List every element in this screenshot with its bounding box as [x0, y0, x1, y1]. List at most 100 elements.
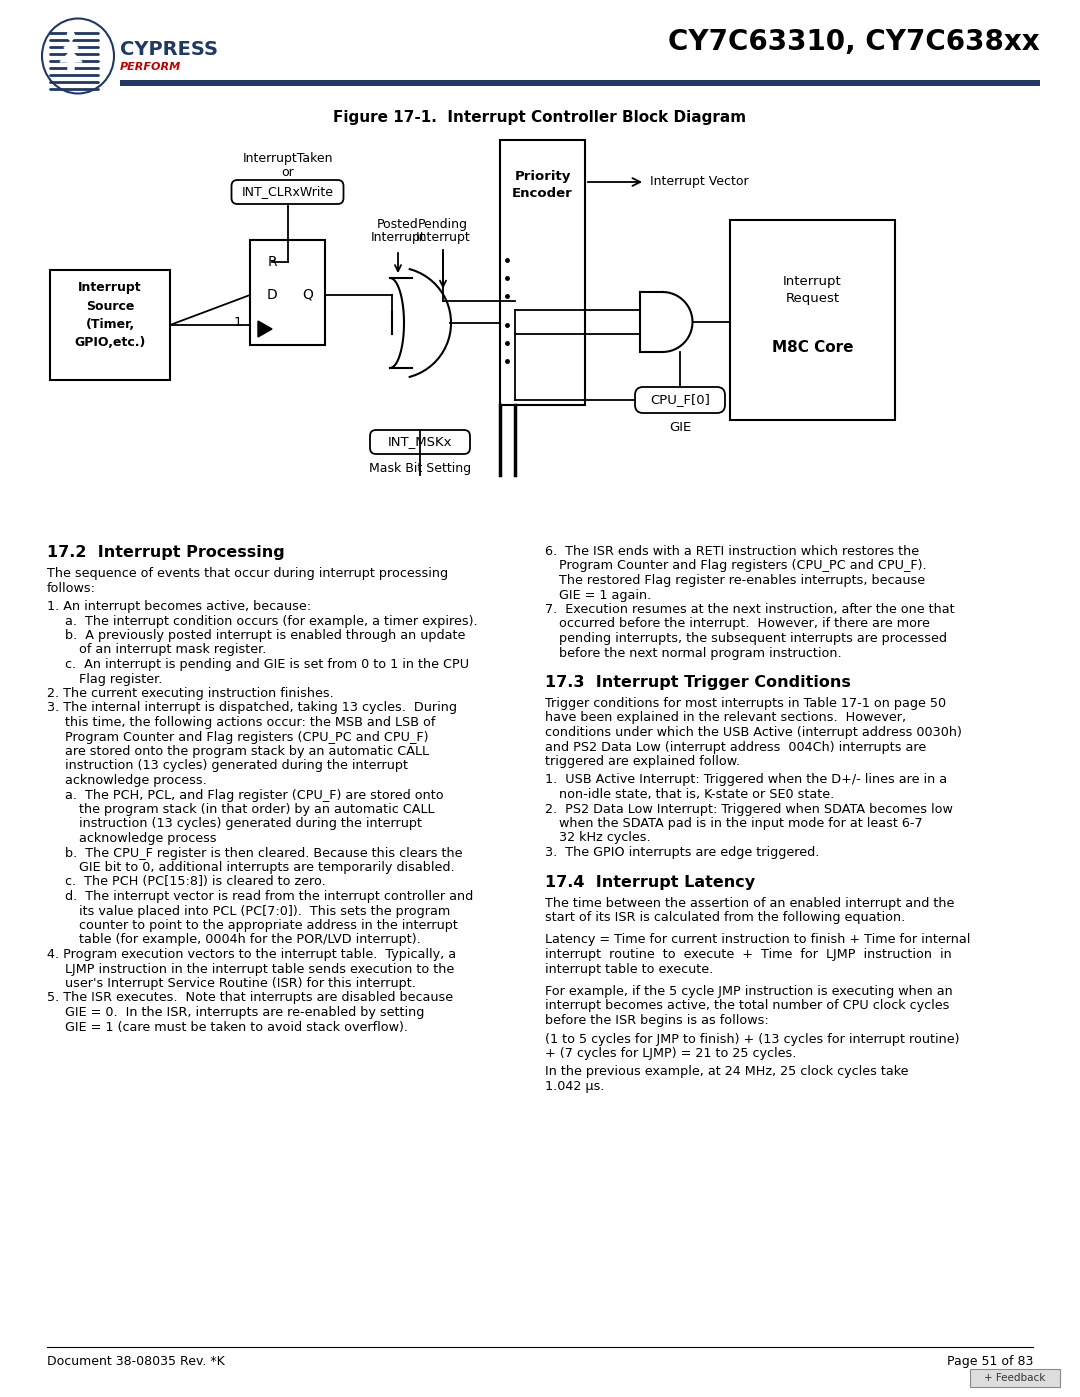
Bar [730, 219, 895, 420]
Text: M8C Core: M8C Core [772, 339, 853, 355]
Text: start of its ISR is calculated from the following equation.: start of its ISR is calculated from the … [545, 911, 905, 923]
Text: c.  The PCH (PC[15:8]) is cleared to zero.: c. The PCH (PC[15:8]) is cleared to zero… [65, 876, 326, 888]
Text: 1: 1 [233, 316, 242, 328]
Text: triggered are explained follow.: triggered are explained follow. [545, 754, 740, 768]
Text: For example, if the 5 cycle JMP instruction is executing when an: For example, if the 5 cycle JMP instruct… [545, 985, 953, 997]
Text: 32 kHz cycles.: 32 kHz cycles. [559, 831, 650, 845]
Text: Flag register.: Flag register. [79, 672, 162, 686]
Text: 17.3  Interrupt Trigger Conditions: 17.3 Interrupt Trigger Conditions [545, 675, 851, 690]
Text: GIE: GIE [669, 420, 691, 434]
Text: 6.  The ISR ends with a RETI instruction which restores the: 6. The ISR ends with a RETI instruction … [545, 545, 919, 557]
Text: 17.2  Interrupt Processing: 17.2 Interrupt Processing [48, 545, 285, 560]
Bar [50, 270, 170, 380]
Text: The sequence of events that occur during interrupt processing: The sequence of events that occur during… [48, 567, 448, 580]
FancyBboxPatch shape [370, 430, 470, 454]
Text: a.  The PCH, PCL, and Flag register (CPU_F) are stored onto: a. The PCH, PCL, and Flag register (CPU_… [65, 788, 444, 802]
Text: Interrupt: Interrupt [783, 275, 842, 288]
Text: Interrupt
Source
(Timer,
GPIO,etc.): Interrupt Source (Timer, GPIO,etc.) [75, 282, 146, 348]
Text: b.  The CPU_F register is then cleared. Because this clears the: b. The CPU_F register is then cleared. B… [65, 847, 462, 859]
Text: Q: Q [302, 288, 313, 302]
Text: 1. An interrupt becomes active, because:: 1. An interrupt becomes active, because: [48, 599, 311, 613]
Text: 5. The ISR executes.  Note that interrupts are disabled because: 5. The ISR executes. Note that interrupt… [48, 992, 454, 1004]
Text: 2.  PS2 Data Low Interrupt: Triggered when SDATA becomes low: 2. PS2 Data Low Interrupt: Triggered whe… [545, 802, 953, 816]
Text: c.  An interrupt is pending and GIE is set from 0 to 1 in the CPU: c. An interrupt is pending and GIE is se… [65, 658, 469, 671]
Text: this time, the following actions occur: the MSB and LSB of: this time, the following actions occur: … [65, 717, 435, 729]
Text: Document 38-08035 Rev. *K: Document 38-08035 Rev. *K [48, 1355, 225, 1368]
Text: Request: Request [785, 292, 839, 305]
Text: user's Interrupt Service Routine (ISR) for this interrupt.: user's Interrupt Service Routine (ISR) f… [65, 977, 416, 990]
Text: table (for example, 0004h for the POR/LVD interrupt).: table (for example, 0004h for the POR/LV… [79, 933, 421, 947]
Text: The restored Flag register re-enables interrupts, because: The restored Flag register re-enables in… [559, 574, 926, 587]
Text: INT_MSKx: INT_MSKx [388, 436, 453, 448]
Text: occurred before the interrupt.  However, if there are more: occurred before the interrupt. However, … [559, 617, 930, 630]
Text: GIE = 1 (care must be taken to avoid stack overflow).: GIE = 1 (care must be taken to avoid sta… [65, 1020, 408, 1034]
Text: + (7 cycles for LJMP) = 21 to 25 cycles.: + (7 cycles for LJMP) = 21 to 25 cycles. [545, 1046, 796, 1060]
Text: Interrupt: Interrupt [416, 231, 471, 244]
Text: Interrupt: Interrupt [370, 231, 426, 244]
Text: PERFORM: PERFORM [120, 61, 181, 73]
Text: 1.  USB Active Interrupt: Triggered when the D+/- lines are in a: 1. USB Active Interrupt: Triggered when … [545, 774, 947, 787]
Text: interrupt  routine  to  execute  +  Time  for  LJMP  instruction  in: interrupt routine to execute + Time for … [545, 949, 951, 961]
Ellipse shape [42, 18, 114, 94]
Text: Page 51 of 83: Page 51 of 83 [947, 1355, 1032, 1368]
Text: GIE bit to 0, additional interrupts are temporarily disabled.: GIE bit to 0, additional interrupts are … [79, 861, 455, 875]
Text: of an interrupt mask register.: of an interrupt mask register. [79, 644, 267, 657]
Text: Figure 17-1.  Interrupt Controller Block Diagram: Figure 17-1. Interrupt Controller Block … [334, 110, 746, 124]
Text: Trigger conditions for most interrupts in Table 17-1 on page 50: Trigger conditions for most interrupts i… [545, 697, 946, 710]
Text: 7.  Execution resumes at the next instruction, after the one that: 7. Execution resumes at the next instruc… [545, 604, 955, 616]
Text: counter to point to the appropriate address in the interrupt: counter to point to the appropriate addr… [79, 919, 458, 932]
Text: pending interrupts, the subsequent interrupts are processed: pending interrupts, the subsequent inter… [559, 631, 947, 645]
Text: a.  The interrupt condition occurs (for example, a timer expires).: a. The interrupt condition occurs (for e… [65, 615, 477, 627]
Text: Latency = Time for current instruction to finish + Time for internal: Latency = Time for current instruction t… [545, 933, 970, 947]
Text: instruction (13 cycles) generated during the interrupt: instruction (13 cycles) generated during… [79, 817, 422, 830]
Bar [500, 140, 585, 405]
Bar [120, 80, 1040, 87]
Text: (1 to 5 cycles for JMP to finish) + (13 cycles for interrupt routine): (1 to 5 cycles for JMP to finish) + (13 … [545, 1032, 959, 1045]
Text: + Feedback: + Feedback [984, 1373, 1045, 1383]
FancyBboxPatch shape [635, 387, 725, 414]
Text: Program Counter and Flag registers (CPU_PC and CPU_F).: Program Counter and Flag registers (CPU_… [559, 560, 927, 573]
Text: Pending: Pending [418, 218, 468, 231]
Text: the program stack (in that order) by an automatic CALL: the program stack (in that order) by an … [79, 803, 434, 816]
Text: d.  The interrupt vector is read from the interrupt controller and: d. The interrupt vector is read from the… [65, 890, 473, 902]
Text: CPU_F[0]: CPU_F[0] [650, 394, 710, 407]
Text: before the ISR begins is as follows:: before the ISR begins is as follows: [545, 1014, 769, 1027]
Text: or: or [281, 166, 294, 179]
Text: InterruptTaken: InterruptTaken [242, 152, 333, 165]
Text: have been explained in the relevant sections.  However,: have been explained in the relevant sect… [545, 711, 906, 725]
Text: b.  A previously posted interrupt is enabled through an update: b. A previously posted interrupt is enab… [65, 629, 465, 643]
Text: 3.  The GPIO interrupts are edge triggered.: 3. The GPIO interrupts are edge triggere… [545, 847, 820, 859]
Polygon shape [60, 27, 82, 73]
Text: and PS2 Data Low (interrupt address  004Ch) interrupts are: and PS2 Data Low (interrupt address 004C… [545, 740, 927, 753]
Text: 2. The current executing instruction finishes.: 2. The current executing instruction fin… [48, 687, 334, 700]
Text: GIE = 0.  In the ISR, interrupts are re-enabled by setting: GIE = 0. In the ISR, interrupts are re-e… [65, 1006, 424, 1018]
Text: Priority: Priority [514, 170, 570, 183]
Bar [249, 240, 325, 345]
Text: before the next normal program instruction.: before the next normal program instructi… [559, 647, 841, 659]
Text: its value placed into PCL (PC[7:0]).  This sets the program: its value placed into PCL (PC[7:0]). Thi… [79, 904, 450, 918]
Text: 17.4  Interrupt Latency: 17.4 Interrupt Latency [545, 875, 755, 890]
Text: Mask Bit Setting: Mask Bit Setting [369, 462, 471, 475]
Text: are stored onto the program stack by an automatic CALL: are stored onto the program stack by an … [65, 745, 429, 759]
Text: when the SDATA pad is in the input mode for at least 6-7: when the SDATA pad is in the input mode … [559, 817, 922, 830]
Text: 3. The internal interrupt is dispatched, taking 13 cycles.  During: 3. The internal interrupt is dispatched,… [48, 701, 457, 714]
Text: interrupt table to execute.: interrupt table to execute. [545, 963, 713, 975]
Text: INT_CLRxWrite: INT_CLRxWrite [242, 186, 334, 198]
Text: CY7C63310, CY7C638xx: CY7C63310, CY7C638xx [669, 28, 1040, 56]
Polygon shape [258, 321, 272, 337]
Text: conditions under which the USB Active (interrupt address 0030h): conditions under which the USB Active (i… [545, 726, 962, 739]
Text: 4. Program execution vectors to the interrupt table.  Typically, a: 4. Program execution vectors to the inte… [48, 949, 456, 961]
Text: R: R [267, 256, 276, 270]
Text: acknowledge process: acknowledge process [79, 833, 217, 845]
Text: CYPRESS: CYPRESS [120, 41, 218, 59]
Text: Encoder: Encoder [512, 187, 572, 200]
Text: interrupt becomes active, the total number of CPU clock cycles: interrupt becomes active, the total numb… [545, 999, 949, 1013]
Text: Interrupt Vector: Interrupt Vector [650, 176, 748, 189]
Text: GIE = 1 again.: GIE = 1 again. [559, 588, 651, 602]
Text: D: D [267, 288, 278, 302]
Text: Posted: Posted [377, 218, 419, 231]
Text: 1.042 μs.: 1.042 μs. [545, 1080, 605, 1092]
Text: Program Counter and Flag registers (CPU_PC and CPU_F): Program Counter and Flag registers (CPU_… [65, 731, 429, 743]
Text: instruction (13 cycles) generated during the interrupt: instruction (13 cycles) generated during… [65, 760, 408, 773]
Text: LJMP instruction in the interrupt table sends execution to the: LJMP instruction in the interrupt table … [65, 963, 455, 975]
